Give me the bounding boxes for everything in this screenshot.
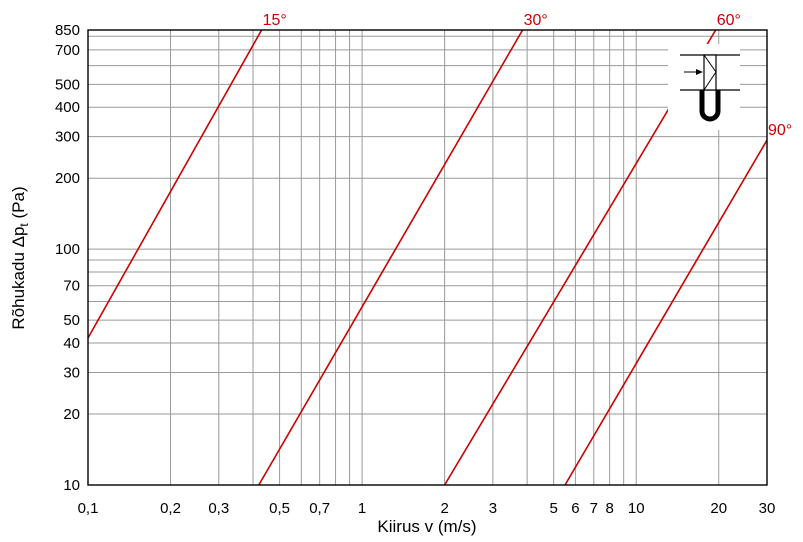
damper-manometer-icon bbox=[668, 44, 740, 130]
x-tick-labels: 0,1 0,2 0,3 0,5 0,7 1 2 3 5 6 7 8 10 20 30 bbox=[78, 500, 776, 517]
y-tick-label: 400 bbox=[55, 99, 80, 116]
y-tick-label: 300 bbox=[55, 129, 80, 146]
y-axis-title-main: Rõhukadu bbox=[9, 247, 28, 329]
y-tick-label: 200 bbox=[55, 170, 80, 187]
y-axis-title-subscript: t bbox=[17, 223, 31, 227]
series-line bbox=[564, 139, 768, 486]
y-tick-label: 50 bbox=[63, 312, 80, 329]
x-tick-label: 1 bbox=[358, 500, 366, 517]
y-tick-labels: 10 20 30 40 50 70 100 200 300 400 500 700 850 bbox=[55, 22, 80, 494]
x-tick-label: 6 bbox=[571, 500, 579, 517]
y-tick-label: 30 bbox=[63, 364, 80, 381]
x-tick-label: 0,5 bbox=[269, 500, 290, 517]
y-tick-label: 10 bbox=[63, 477, 80, 494]
x-tick-label: 2 bbox=[440, 500, 448, 517]
series-label: 15° bbox=[263, 12, 287, 29]
y-tick-label: 40 bbox=[63, 335, 80, 352]
x-axis-title: Kiirus v (m/s) bbox=[377, 517, 476, 536]
x-tick-label: 10 bbox=[628, 500, 645, 517]
y-axis-title-symbol: Δp bbox=[9, 227, 28, 248]
y-tick-label: 20 bbox=[63, 406, 80, 423]
y-tick-label: 850 bbox=[55, 22, 80, 39]
x-tick-label: 0,2 bbox=[160, 500, 181, 517]
y-axis-title: Rõhukadu Δpt (Pa) bbox=[9, 186, 31, 329]
x-tick-label: 3 bbox=[489, 500, 497, 517]
y-tick-label: 70 bbox=[63, 278, 80, 295]
y-tick-label: 700 bbox=[55, 42, 80, 59]
x-tick-label: 0,1 bbox=[78, 500, 99, 517]
plot-background bbox=[88, 30, 767, 485]
series-label: 60° bbox=[717, 12, 741, 29]
series-label: 30° bbox=[524, 12, 548, 29]
y-axis-title-unit: (Pa) bbox=[9, 186, 28, 223]
y-tick-label: 500 bbox=[55, 76, 80, 93]
x-tick-label: 30 bbox=[759, 500, 776, 517]
series-label: 90° bbox=[768, 122, 792, 139]
x-tick-label: 7 bbox=[590, 500, 598, 517]
x-tick-label: 8 bbox=[605, 500, 613, 517]
series-line bbox=[258, 29, 524, 486]
x-tick-label: 5 bbox=[550, 500, 558, 517]
series-labels: 15° 30° 60° 90° bbox=[263, 12, 793, 139]
grid bbox=[88, 30, 767, 485]
plot-frame bbox=[87, 29, 768, 486]
series-line bbox=[87, 29, 263, 339]
x-tick-label: 20 bbox=[710, 500, 727, 517]
y-tick-label: 100 bbox=[55, 241, 80, 258]
x-tick-label: 0,3 bbox=[208, 500, 229, 517]
x-tick-label: 0,7 bbox=[309, 500, 330, 517]
